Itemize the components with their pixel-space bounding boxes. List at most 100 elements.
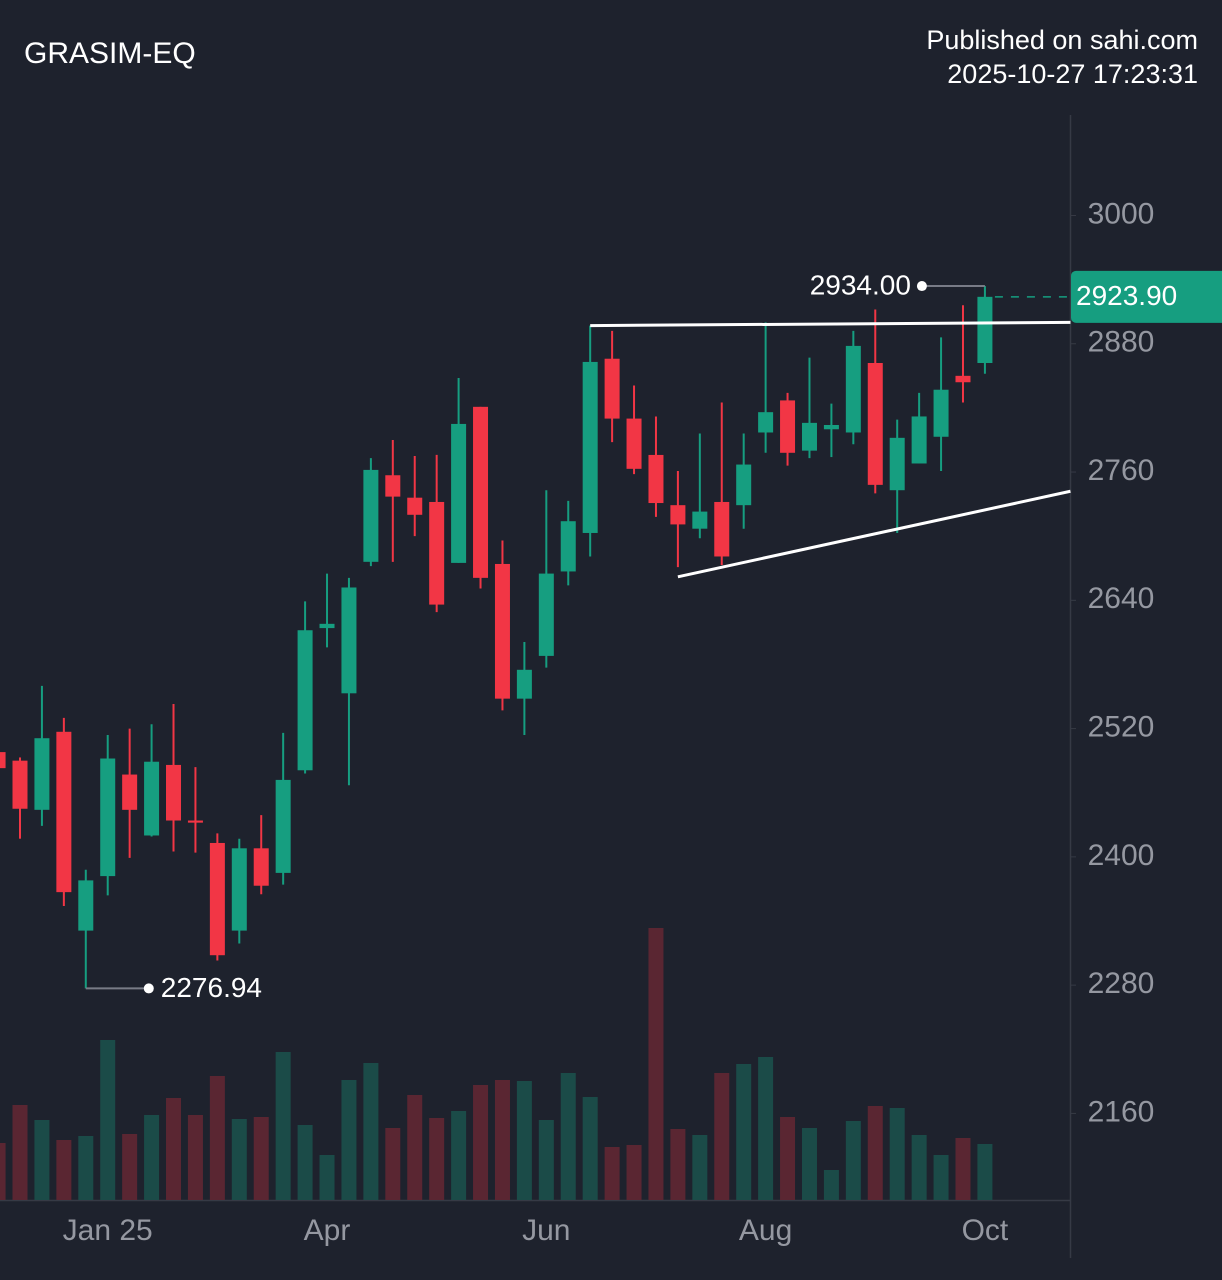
volume-bar	[560, 1073, 576, 1200]
y-tick-label: 2520	[1088, 711, 1155, 744]
x-tick-label: Oct	[962, 1214, 1009, 1247]
candle-body	[758, 412, 774, 433]
volume-bar	[144, 1115, 160, 1200]
candle-body	[516, 669, 532, 699]
publisher: Published on sahi.com	[926, 25, 1198, 55]
trendline	[677, 489, 1071, 579]
volume-bar	[122, 1134, 138, 1200]
volume-bar	[714, 1073, 730, 1200]
candle-body	[473, 406, 489, 578]
candle-body	[429, 501, 445, 605]
candle-body	[845, 345, 861, 433]
last-price-label: 2923.90	[1076, 280, 1177, 311]
candle-body	[275, 779, 291, 873]
candle-body	[560, 521, 576, 572]
y-tick-label: 2400	[1088, 839, 1155, 872]
candle-body	[670, 505, 686, 525]
candle-body	[451, 423, 467, 563]
candle-body	[341, 587, 357, 694]
volume-bar	[911, 1135, 927, 1200]
volume-bar	[319, 1155, 335, 1200]
volume-bar	[494, 1080, 510, 1200]
trendline	[590, 320, 1071, 328]
volume-bar	[845, 1121, 861, 1200]
volume-bar	[78, 1136, 94, 1200]
volume-bar	[538, 1120, 554, 1200]
candle-body	[122, 774, 138, 810]
volume-bar	[933, 1155, 949, 1200]
candle-body	[319, 623, 335, 629]
volume-bar	[12, 1105, 28, 1200]
volume-bar	[626, 1145, 642, 1200]
last-price-box	[1071, 270, 1222, 323]
candle-body	[100, 758, 116, 877]
candle-body	[407, 497, 423, 515]
volume-bar	[56, 1140, 72, 1200]
candle-body	[801, 422, 817, 451]
annotation-label: 2276.94	[161, 972, 262, 1003]
x-tick-label: Apr	[304, 1214, 351, 1247]
volume-bar	[231, 1119, 247, 1200]
volume-bar	[275, 1052, 291, 1200]
candle-body	[604, 358, 620, 419]
volume-bar	[692, 1135, 708, 1200]
volume-bar	[0, 1143, 6, 1200]
volume-bar	[253, 1117, 269, 1200]
candle-body	[231, 848, 247, 931]
candle-body	[297, 630, 313, 771]
y-tick-label: 2760	[1088, 454, 1155, 487]
y-tick-label: 3000	[1088, 197, 1155, 230]
timestamp: 2025-10-27 17:23:31	[947, 59, 1198, 89]
candle-body	[253, 848, 269, 886]
candle-body	[955, 375, 971, 383]
candle-body	[889, 437, 905, 491]
volume-bar	[166, 1098, 182, 1200]
candle-body	[144, 761, 160, 836]
x-tick-label: Jun	[522, 1214, 570, 1247]
annotation-label: 2934.00	[810, 269, 911, 300]
candle-body	[867, 363, 883, 485]
volume-bar	[823, 1170, 839, 1200]
candle-body	[626, 418, 642, 469]
candle-body	[714, 501, 730, 557]
volume-bar	[801, 1128, 817, 1200]
y-tick-label: 2280	[1088, 967, 1155, 1000]
candle-body	[187, 820, 203, 823]
candle-body	[977, 296, 993, 363]
candle-body	[363, 469, 379, 562]
x-tick-label: Aug	[739, 1214, 792, 1247]
volume-bar	[187, 1115, 203, 1200]
candle-body	[692, 511, 708, 529]
candle-body	[34, 738, 50, 810]
volume-bar	[955, 1138, 971, 1200]
candle-body	[823, 425, 839, 430]
volume-bar	[429, 1118, 445, 1200]
volume-bar	[297, 1125, 313, 1200]
candle-body	[209, 842, 225, 956]
candle-body	[0, 752, 6, 769]
x-tick-label: Jan 25	[63, 1214, 153, 1247]
volume-bar	[736, 1064, 752, 1200]
candle-body	[736, 464, 752, 506]
candle-body	[385, 475, 401, 497]
candle-body	[538, 573, 554, 656]
volume-bar	[341, 1080, 357, 1200]
volume-bar	[363, 1063, 379, 1200]
chart-title: GRASIM-EQ	[24, 37, 196, 70]
candle-body	[56, 731, 72, 893]
candle-body	[648, 454, 664, 504]
volume-bar	[977, 1144, 993, 1200]
volume-bar	[34, 1120, 50, 1200]
volume-bar	[100, 1040, 116, 1200]
volume-bar	[867, 1106, 883, 1200]
volume-bar	[758, 1057, 774, 1200]
annotation-dot	[916, 281, 927, 292]
y-tick-label: 2640	[1088, 582, 1155, 615]
volume-bar	[516, 1081, 532, 1200]
candle-body	[933, 389, 949, 437]
volume-bar	[407, 1095, 423, 1200]
candle-body	[12, 760, 28, 809]
candle-body	[166, 764, 182, 821]
